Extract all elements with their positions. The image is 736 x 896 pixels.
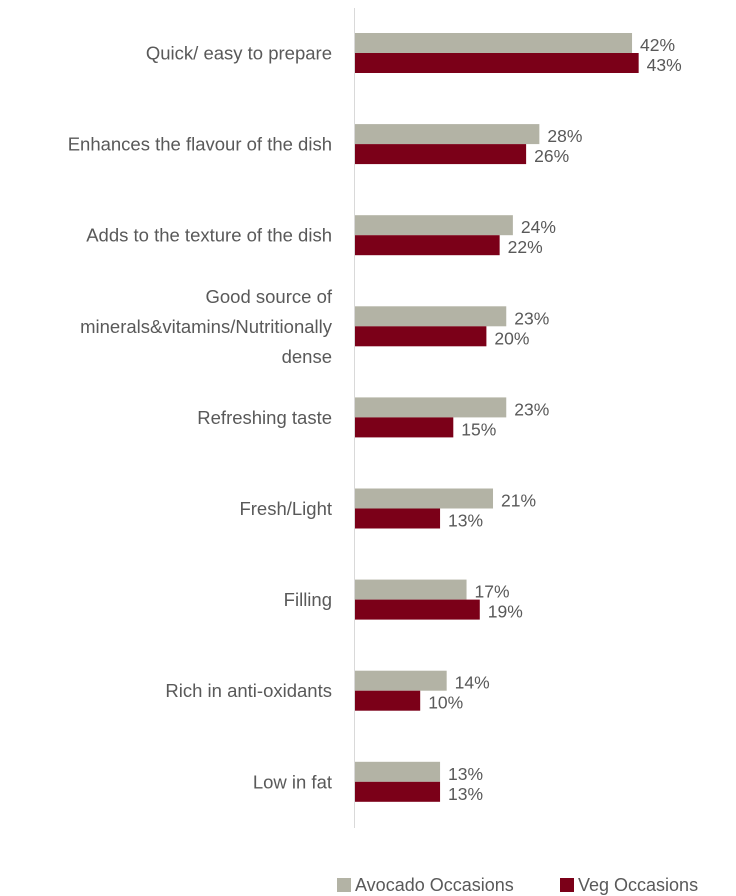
bar-avocado xyxy=(354,215,513,236)
value-label-veg: 43% xyxy=(647,55,682,75)
value-label-veg: 19% xyxy=(488,602,523,622)
bar-avocado xyxy=(354,579,467,600)
bars xyxy=(354,33,639,802)
bar-avocado xyxy=(354,124,540,145)
value-label-veg: 22% xyxy=(508,237,543,257)
bar-avocado xyxy=(354,306,507,327)
value-label-veg: 13% xyxy=(448,784,483,804)
category-label-line: Refreshing taste xyxy=(197,407,332,428)
category-label-line: Enhances the flavour of the dish xyxy=(68,134,332,155)
bar-veg xyxy=(354,508,441,529)
value-label-veg: 13% xyxy=(448,511,483,531)
category-label-line: Good source of xyxy=(206,286,333,307)
value-label-avocado: 23% xyxy=(514,308,549,328)
legend-label: Veg Occasions xyxy=(578,875,698,895)
category-label-line: dense xyxy=(282,346,332,367)
value-label-avocado: 17% xyxy=(475,582,510,602)
legend-swatch xyxy=(560,878,574,892)
bar-veg xyxy=(354,690,421,711)
value-label-avocado: 24% xyxy=(521,217,556,237)
category-label: Refreshing taste xyxy=(197,407,332,428)
category-label-line: minerals&vitamins/Nutritionally xyxy=(80,316,333,337)
category-label: Enhances the flavour of the dish xyxy=(68,134,332,155)
category-label-line: Adds to the texture of the dish xyxy=(86,225,332,246)
bar-avocado xyxy=(354,670,447,691)
category-labels: Quick/ easy to prepare Enhances the flavo… xyxy=(68,43,333,793)
category-label-line: Fresh/Light xyxy=(239,498,332,519)
category-label: Adds to the texture of the dish xyxy=(86,225,332,246)
bar-avocado xyxy=(354,761,441,782)
value-label-avocado: 13% xyxy=(448,764,483,784)
value-label-veg: 20% xyxy=(494,328,529,348)
category-label: Low in fat xyxy=(253,771,332,792)
bar-avocado xyxy=(354,33,633,53)
category-label: Fresh/Light xyxy=(239,498,332,519)
bar-veg xyxy=(354,599,480,620)
value-label-veg: 10% xyxy=(428,693,463,713)
value-label-avocado: 14% xyxy=(455,673,490,693)
bar-veg xyxy=(354,326,487,347)
bar-veg xyxy=(354,144,527,165)
bar-veg xyxy=(354,53,639,73)
bar-avocado xyxy=(354,488,494,509)
category-label: Good source of minerals&vitamins/Nutritio… xyxy=(80,286,333,367)
value-label-avocado: 28% xyxy=(547,126,582,146)
legend-item-avocado: Avocado Occasions xyxy=(337,875,514,895)
value-labels: 42%43%28%26%24%22%23%20%23%15%21%13%17%1… xyxy=(428,35,681,804)
legend-label: Avocado Occasions xyxy=(355,875,514,895)
legend-item-veg: Veg Occasions xyxy=(560,875,698,895)
category-label-line: Quick/ easy to prepare xyxy=(146,43,332,64)
value-label-avocado: 42% xyxy=(640,35,675,55)
category-label: Rich in anti-oxidants xyxy=(165,680,332,701)
value-label-avocado: 21% xyxy=(501,491,536,511)
bar-veg xyxy=(354,781,441,802)
legend: Avocado Occasions Veg Occasions xyxy=(337,875,698,895)
value-label-veg: 15% xyxy=(461,419,496,439)
category-label-line: Low in fat xyxy=(253,771,332,792)
bar-veg xyxy=(354,417,454,438)
category-label-line: Filling xyxy=(284,589,332,610)
bar-veg xyxy=(354,235,500,256)
category-label: Quick/ easy to prepare xyxy=(146,43,332,64)
category-label-line: Rich in anti-oxidants xyxy=(165,680,332,701)
category-label: Filling xyxy=(284,589,332,610)
value-label-avocado: 23% xyxy=(514,399,549,419)
bar-avocado xyxy=(354,397,507,418)
value-label-veg: 26% xyxy=(534,146,569,166)
legend-swatch xyxy=(337,878,351,892)
